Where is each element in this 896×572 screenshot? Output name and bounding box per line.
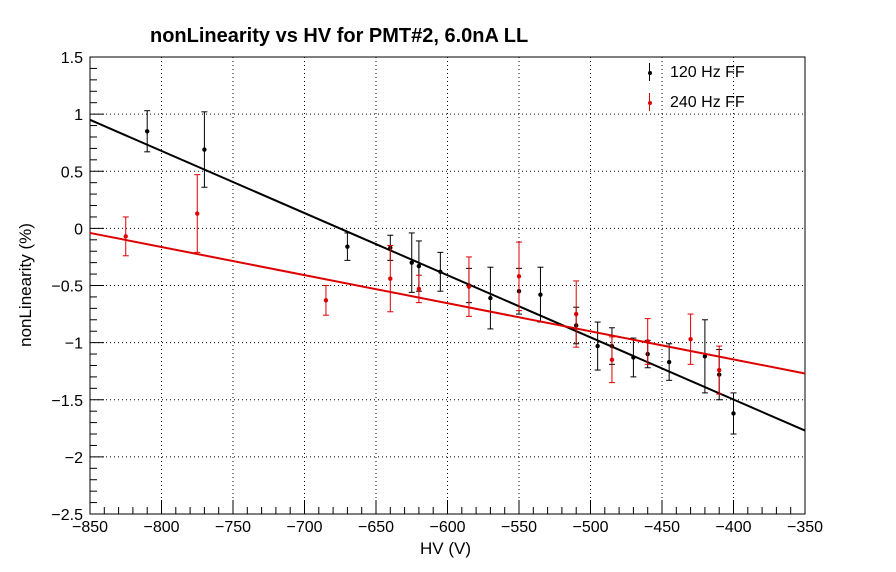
x-tick-label: −450 xyxy=(644,519,680,536)
data-point xyxy=(145,129,150,134)
data-point xyxy=(595,343,600,349)
legend-entry-240hz: 240 Hz FF xyxy=(638,88,788,118)
data-point xyxy=(416,286,422,292)
y-tick-label: −1.5 xyxy=(51,393,83,410)
y-tick-label: 1.5 xyxy=(61,50,83,67)
data-point xyxy=(388,276,393,281)
data-point xyxy=(488,295,493,301)
legend: 120 Hz FF 240 Hz FF xyxy=(638,58,788,118)
data-point xyxy=(631,355,636,360)
data-point xyxy=(666,359,672,365)
y-tick-label: 0 xyxy=(74,221,83,238)
x-tick-label: −600 xyxy=(429,519,465,536)
data-point xyxy=(717,367,722,373)
chart-title: nonLinearity vs HV for PMT#2, 6.0nA LL xyxy=(150,25,529,47)
x-tick-label: −350 xyxy=(787,519,823,536)
x-tick-label: −850 xyxy=(72,519,108,536)
grid-lines xyxy=(90,57,805,514)
x-axis-ticks xyxy=(89,500,806,514)
fit-line xyxy=(89,118,806,432)
x-tick-label: −700 xyxy=(286,519,322,536)
data-point xyxy=(538,292,543,297)
data-point xyxy=(323,298,329,303)
data-point xyxy=(645,339,650,344)
data-point xyxy=(609,357,615,362)
y-tick-label: −1 xyxy=(65,336,83,353)
legend-entry-120hz: 120 Hz FF xyxy=(638,58,788,88)
data-point xyxy=(688,336,693,342)
y-axis-ticks xyxy=(90,56,104,515)
data-point xyxy=(702,354,708,359)
y-tick-label: −2 xyxy=(65,450,83,467)
y-axis-label: nonLinearity (%) xyxy=(16,223,35,347)
y-tick-label: −0.5 xyxy=(51,279,83,296)
legend-marker-240hz xyxy=(638,91,662,115)
data-point xyxy=(345,244,350,249)
legend-label-120hz: 120 Hz FF xyxy=(670,64,745,81)
x-tick-label: −500 xyxy=(572,519,608,536)
x-tick-label: −650 xyxy=(358,519,394,536)
data-point xyxy=(466,284,472,289)
x-axis-label: HV (V) xyxy=(420,539,471,558)
data-point xyxy=(123,234,128,239)
x-tick-label: −400 xyxy=(715,519,751,536)
y-tick-label: −2.5 xyxy=(51,507,83,524)
x-tick-label: −800 xyxy=(143,519,179,536)
data-point xyxy=(409,260,414,265)
x-tick-label: −550 xyxy=(501,519,537,536)
y-tick-label: 1 xyxy=(74,107,83,124)
y-tick-label: 0.5 xyxy=(61,164,83,181)
data-point xyxy=(195,211,200,216)
data-point xyxy=(438,269,443,274)
data-point xyxy=(574,311,579,317)
x-tick-label: −750 xyxy=(215,519,251,536)
fit-line xyxy=(89,231,806,375)
data-point xyxy=(416,263,422,269)
legend-label-240hz: 240 Hz FF xyxy=(670,94,745,111)
legend-marker-120hz xyxy=(638,61,662,85)
data-point xyxy=(516,274,522,279)
data-point xyxy=(731,411,736,416)
data-point xyxy=(202,147,207,152)
series-1 xyxy=(89,174,806,395)
